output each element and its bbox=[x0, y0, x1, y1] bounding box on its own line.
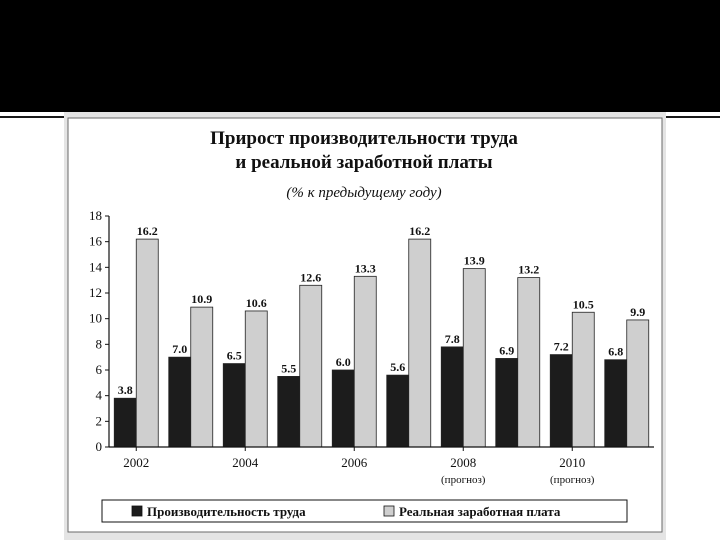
bar-productivity bbox=[168, 356, 192, 448]
slide-title-band bbox=[0, 0, 720, 112]
bars-group: 3.8 16.2 7.0 10.9 6.5 10.6 5.5 12.6 6.0 13.3 5.6 16… bbox=[113, 224, 650, 448]
bar-value-label: 7.8 bbox=[445, 332, 460, 346]
bar-value-label: 10.5 bbox=[573, 297, 594, 311]
y-tick-label: 2 bbox=[96, 413, 103, 428]
bar-value-label: 6.8 bbox=[608, 345, 623, 359]
bar-value-label: 3.8 bbox=[118, 383, 133, 397]
y-tick-label: 12 bbox=[89, 285, 102, 300]
bar-real-wage bbox=[517, 277, 541, 448]
y-tick-label: 4 bbox=[96, 388, 103, 403]
legend-swatch-real-wage bbox=[383, 505, 395, 517]
x-axis: 2002 2004 2006 2008 (прогноз) 2010 (прогноз) bbox=[109, 446, 654, 486]
bar-chart: Прирост производительности труда и реаль… bbox=[67, 117, 663, 533]
y-tick-label: 16 bbox=[89, 234, 103, 249]
x-tick-label: 2006 bbox=[341, 455, 368, 470]
x-tick-label: 2004 bbox=[232, 455, 259, 470]
bar-productivity bbox=[222, 363, 246, 448]
bar-value-label: 13.9 bbox=[464, 254, 485, 268]
bar-value-label: 5.5 bbox=[281, 361, 296, 375]
bar-value-label: 13.3 bbox=[355, 261, 376, 275]
bar-real-wage bbox=[626, 319, 650, 448]
chart-subtitle: (% к предыдущему году) bbox=[286, 185, 441, 201]
y-tick-label: 0 bbox=[96, 439, 103, 454]
bar-productivity bbox=[549, 354, 573, 448]
bar-value-label: 12.6 bbox=[300, 270, 321, 284]
legend: Производительность труда Реальная заработ… bbox=[101, 499, 628, 523]
x-tick-sublabel: (прогноз) bbox=[550, 474, 595, 486]
bar-value-label: 6.0 bbox=[336, 355, 351, 369]
chart-title-line2: и реальной заработной платы bbox=[235, 152, 492, 173]
bar-value-label: 16.2 bbox=[137, 224, 158, 238]
bar-value-label: 13.2 bbox=[518, 263, 539, 277]
legend-label-productivity: Производительность труда bbox=[147, 504, 306, 519]
bar-real-wage bbox=[244, 310, 268, 448]
bar-value-label: 16.2 bbox=[409, 224, 430, 238]
bar-productivity bbox=[604, 359, 628, 448]
bar-productivity bbox=[113, 397, 137, 448]
y-tick-label: 6 bbox=[96, 362, 103, 377]
bar-productivity bbox=[386, 374, 410, 448]
bar-value-label: 5.6 bbox=[390, 360, 405, 374]
bar-real-wage bbox=[135, 238, 159, 448]
bar-productivity bbox=[277, 376, 301, 448]
y-axis: 0 2 4 6 8 10 12 14 16 18 bbox=[89, 208, 110, 454]
bar-real-wage bbox=[408, 238, 432, 448]
x-tick-label: 2002 bbox=[123, 455, 149, 470]
bar-value-label: 9.9 bbox=[630, 305, 645, 319]
bar-real-wage bbox=[571, 311, 595, 448]
y-tick-label: 18 bbox=[89, 208, 102, 223]
bar-value-label: 10.6 bbox=[246, 296, 267, 310]
y-tick-label: 8 bbox=[96, 336, 103, 351]
legend-swatch-productivity bbox=[131, 505, 143, 517]
bar-value-label: 10.9 bbox=[191, 292, 212, 306]
x-tick-label: 2008 bbox=[450, 455, 476, 470]
bar-real-wage bbox=[462, 268, 486, 448]
bar-real-wage bbox=[190, 306, 214, 448]
y-tick-label: 10 bbox=[89, 311, 102, 326]
y-tick-label: 14 bbox=[89, 259, 103, 274]
bar-real-wage bbox=[299, 284, 323, 448]
bar-value-label: 6.5 bbox=[227, 349, 242, 363]
bar-real-wage bbox=[353, 275, 377, 448]
legend-box bbox=[101, 499, 628, 523]
x-tick-label: 2010 bbox=[559, 455, 585, 470]
bar-productivity bbox=[495, 358, 519, 448]
bar-value-label: 7.2 bbox=[554, 340, 569, 354]
bar-value-label: 6.9 bbox=[499, 343, 514, 357]
x-tick-sublabel: (прогноз) bbox=[441, 474, 486, 486]
chart-title-line1: Прирост производительности труда bbox=[210, 128, 518, 149]
bar-value-label: 7.0 bbox=[172, 342, 187, 356]
bar-productivity bbox=[440, 346, 464, 448]
bar-productivity bbox=[331, 369, 355, 448]
legend-label-real-wage: Реальная заработная плата bbox=[399, 504, 561, 519]
